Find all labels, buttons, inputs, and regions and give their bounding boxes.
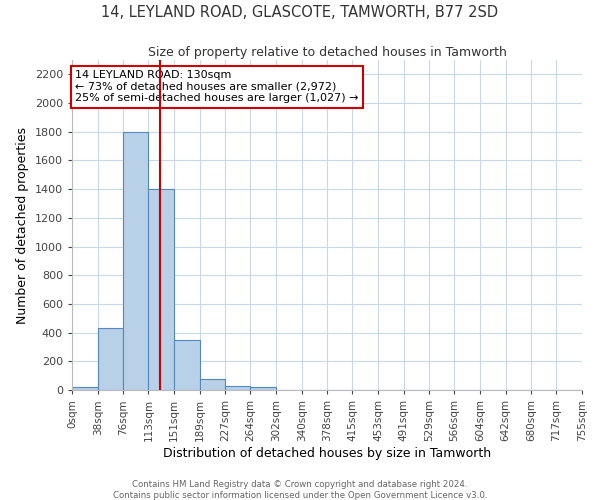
Title: Size of property relative to detached houses in Tamworth: Size of property relative to detached ho… [148, 46, 506, 59]
Bar [226, 386, 250, 390]
Bar [174, 340, 200, 390]
Text: 14 LEYLAND ROAD: 130sqm
← 73% of detached houses are smaller (2,972)
25% of semi: 14 LEYLAND ROAD: 130sqm ← 73% of detache… [76, 70, 359, 103]
Text: Contains HM Land Registry data © Crown copyright and database right 2024.
Contai: Contains HM Land Registry data © Crown c… [113, 480, 487, 500]
Bar [124, 132, 148, 390]
Text: 14, LEYLAND ROAD, GLASCOTE, TAMWORTH, B77 2SD: 14, LEYLAND ROAD, GLASCOTE, TAMWORTH, B7… [101, 5, 499, 20]
Bar [98, 328, 124, 390]
Bar [148, 189, 174, 390]
Bar [72, 387, 98, 390]
Y-axis label: Number of detached properties: Number of detached properties [16, 126, 29, 324]
Bar [250, 387, 276, 390]
Bar [200, 379, 226, 390]
X-axis label: Distribution of detached houses by size in Tamworth: Distribution of detached houses by size … [163, 446, 491, 460]
